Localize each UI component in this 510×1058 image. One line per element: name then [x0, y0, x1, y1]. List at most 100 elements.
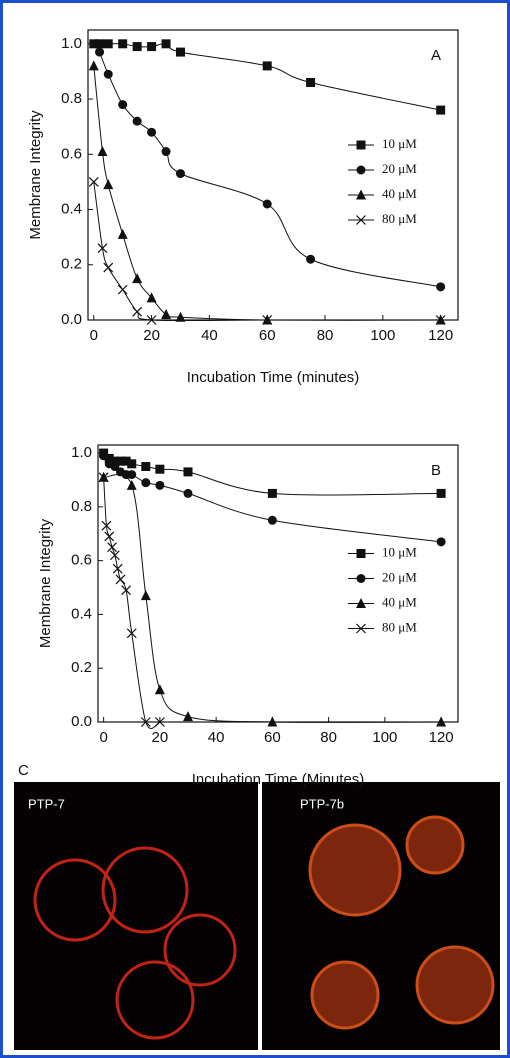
marker [132, 306, 143, 317]
marker [95, 39, 105, 49]
series-line [93, 43, 441, 111]
marker [436, 488, 446, 498]
y-axis-label: Membrane Integrity [27, 110, 44, 240]
marker [161, 308, 172, 319]
marker [132, 116, 142, 126]
marker [176, 169, 185, 179]
marker [140, 590, 151, 601]
micrograph: PTP-7b [262, 782, 500, 1050]
marker [109, 550, 120, 561]
marker [132, 273, 143, 284]
micrograph: PTP-7 [14, 782, 258, 1050]
marker [183, 711, 193, 722]
marker [176, 47, 185, 57]
marker [117, 284, 128, 295]
marker [183, 467, 193, 477]
marker [146, 292, 157, 303]
image-label: PTP-7 [28, 796, 65, 811]
marker [155, 464, 165, 474]
marker [436, 537, 446, 547]
x-tick-label: 40 [201, 327, 218, 344]
marker [112, 563, 123, 574]
y-axis-label: Membrane Integrity [37, 518, 54, 648]
x-axis-label: Incubation Time (minutes) [187, 369, 360, 386]
legend-label: 20 μM [382, 569, 417, 584]
marker [155, 480, 165, 490]
legend-marker [356, 140, 366, 150]
marker [435, 315, 446, 325]
marker [183, 488, 193, 498]
legend-label: 40 μM [382, 594, 417, 609]
marker [117, 228, 128, 239]
marker [98, 472, 109, 483]
marker [88, 176, 99, 187]
marker [110, 462, 120, 472]
marker [161, 147, 171, 157]
marker [89, 39, 99, 49]
x-tick-label: 0 [99, 729, 107, 746]
marker [154, 684, 165, 695]
marker [147, 127, 157, 137]
marker [147, 42, 157, 52]
x-tick-label: 20 [152, 729, 169, 746]
x-tick-label: 120 [429, 729, 454, 746]
x-axis-label: Incubation Time (Minutes) [192, 771, 365, 788]
marker [141, 462, 151, 472]
marker [121, 456, 131, 466]
marker [436, 105, 446, 115]
legend-marker [356, 165, 366, 175]
annotation: A [431, 47, 441, 64]
marker [262, 199, 272, 209]
series-line [103, 452, 442, 496]
panel-label: C [18, 762, 29, 779]
legend-label: 20 μM [382, 161, 417, 176]
x-tick-label: 80 [320, 729, 337, 746]
marker [262, 315, 273, 325]
x-tick-label: 60 [264, 729, 281, 746]
x-tick-label: 100 [372, 729, 397, 746]
marker [104, 531, 115, 542]
marker [97, 146, 108, 157]
marker [110, 456, 120, 466]
legend-label: 80 μM [382, 619, 417, 634]
marker [103, 262, 114, 273]
marker [146, 315, 157, 325]
legend-marker [356, 189, 366, 200]
marker [116, 456, 125, 466]
marker [99, 451, 109, 461]
marker [104, 453, 114, 463]
marker [103, 179, 114, 190]
marker [121, 585, 132, 596]
marker [141, 478, 151, 488]
legend-marker [356, 574, 366, 583]
y-tick-label: 0.8 [71, 498, 92, 515]
marker [107, 542, 117, 553]
marker [126, 628, 137, 639]
legend-marker [356, 549, 366, 558]
image-label: PTP-7b [300, 796, 344, 811]
marker [103, 69, 113, 79]
x-tick-label: 60 [259, 327, 276, 344]
marker [97, 243, 108, 254]
marker [88, 60, 99, 71]
marker [101, 520, 112, 531]
marker [140, 717, 151, 727]
legend-label: 10 μM [382, 136, 417, 151]
marker [95, 47, 105, 57]
y-tick-label: 0.6 [61, 145, 82, 162]
marker [132, 42, 142, 52]
annotation: B [431, 462, 441, 479]
y-tick-label: 0.2 [71, 659, 92, 676]
marker [154, 717, 165, 727]
marker [118, 100, 128, 110]
y-tick-label: 1.0 [61, 35, 82, 52]
x-tick-label: 20 [143, 327, 160, 344]
x-tick-label: 40 [208, 729, 225, 746]
y-tick-label: 0.2 [61, 256, 82, 273]
marker [267, 716, 278, 727]
marker [306, 254, 316, 264]
marker [262, 61, 272, 71]
